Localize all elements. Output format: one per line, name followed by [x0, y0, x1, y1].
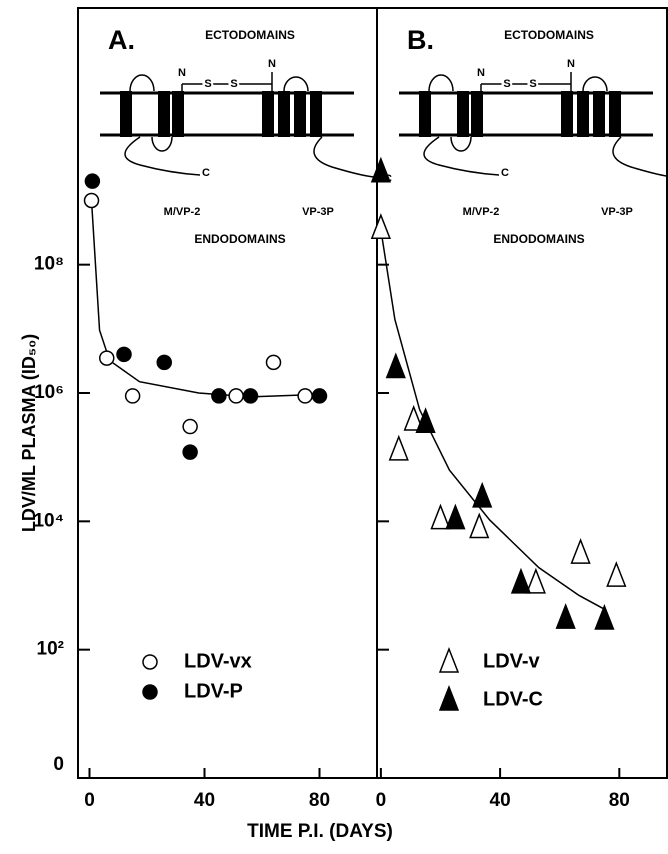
diagram-text: ENDODOMAINS	[493, 232, 584, 246]
data-point	[388, 434, 409, 461]
legend-label: LDV-v	[483, 650, 541, 672]
helix	[577, 91, 589, 137]
diagram-text: ECTODOMAINS	[504, 28, 594, 42]
x-tick-label: 0	[376, 790, 387, 811]
helix	[158, 91, 170, 137]
diagram-text: VP-3P	[302, 206, 334, 218]
y-tick-label: 10⁴	[33, 510, 64, 531]
diagram-text: ENDODOMAINS	[194, 232, 285, 246]
diagram-text: S	[529, 78, 536, 90]
data-point	[116, 346, 132, 363]
helix	[457, 91, 469, 137]
data-point	[570, 538, 591, 564]
fit-curve	[380, 229, 606, 611]
loop	[450, 136, 472, 152]
data-point	[211, 388, 227, 404]
data-point	[430, 503, 451, 530]
diagram-text: S	[503, 78, 510, 90]
data-point	[415, 407, 436, 434]
legend-marker	[438, 646, 460, 673]
x-tick-label: 40	[490, 790, 511, 811]
legend-label: LDV-P	[184, 680, 243, 702]
data-point	[555, 603, 576, 629]
x-tick-label: 40	[194, 790, 215, 811]
data-point	[606, 561, 627, 587]
data-point	[311, 388, 328, 404]
fit-curve	[90, 200, 320, 398]
data-point	[156, 354, 172, 371]
data-point	[265, 354, 282, 371]
diagram-text: S	[230, 78, 237, 90]
diagram-text: M/VP-2	[463, 206, 500, 218]
diagram-text: N	[477, 67, 485, 79]
loop	[124, 136, 201, 176]
x-tick-label: 80	[309, 790, 330, 811]
loop	[151, 136, 173, 152]
diagram-text: N	[178, 67, 186, 79]
diagram-text: M/VP-2	[164, 206, 201, 218]
data-point	[445, 503, 466, 530]
x-tick-label: 0	[84, 790, 95, 811]
helix	[310, 91, 322, 137]
data-point	[84, 173, 101, 189]
data-point	[370, 213, 391, 239]
diagram-text: S	[204, 78, 211, 90]
data-point	[403, 404, 424, 431]
data-point	[124, 388, 141, 404]
helix	[609, 91, 621, 137]
data-point	[99, 350, 115, 366]
legend-marker	[142, 684, 158, 700]
data-point	[469, 512, 490, 539]
y-tick-label: 10⁶	[34, 382, 64, 403]
helix	[278, 91, 290, 137]
legend-marker	[438, 684, 460, 711]
y-tick-label: 10²	[37, 639, 64, 660]
loop	[582, 76, 608, 92]
legend-marker	[142, 654, 158, 670]
loop	[129, 74, 155, 92]
diagram-text: N	[567, 58, 575, 70]
helix	[561, 91, 573, 137]
legend-label: LDV-C	[483, 688, 543, 710]
helix	[120, 91, 132, 137]
data-point	[297, 388, 313, 404]
helix	[471, 91, 483, 137]
diagram-text: ECTODOMAINS	[205, 28, 295, 42]
helix	[593, 91, 605, 137]
helix	[294, 91, 306, 137]
data-point	[182, 418, 198, 435]
data-point	[242, 388, 259, 404]
data-point	[594, 603, 615, 630]
panel-label: A.	[108, 25, 135, 55]
helix	[419, 91, 431, 137]
y-axis-label: LDV/ML PLASMA (ID₅₀)	[19, 334, 39, 532]
helix	[172, 91, 184, 137]
diagram-text: C	[501, 167, 509, 179]
data-point	[83, 192, 100, 209]
loop	[423, 136, 500, 176]
data-point	[525, 567, 546, 594]
data-point	[385, 352, 406, 379]
panel-label: B.	[407, 25, 434, 55]
diagram-text: VP-3P	[601, 206, 633, 218]
loop	[612, 136, 668, 178]
x-tick-label: 80	[609, 790, 630, 811]
diagram-text: C	[202, 167, 210, 179]
data-point	[510, 567, 532, 594]
x-axis-label: TIME P.I. (DAYS)	[247, 821, 393, 842]
legend-label: LDV-vx	[184, 650, 252, 672]
data-point	[370, 156, 391, 183]
data-point	[228, 388, 244, 404]
diagram-text: N	[268, 58, 276, 70]
loop	[283, 76, 309, 92]
y-tick-label: 10⁸	[34, 254, 64, 275]
loop	[428, 74, 454, 92]
data-point	[182, 444, 198, 460]
data-point	[472, 481, 493, 508]
loop	[313, 136, 383, 179]
y-tick-label: 0	[53, 754, 64, 775]
helix	[262, 91, 274, 137]
